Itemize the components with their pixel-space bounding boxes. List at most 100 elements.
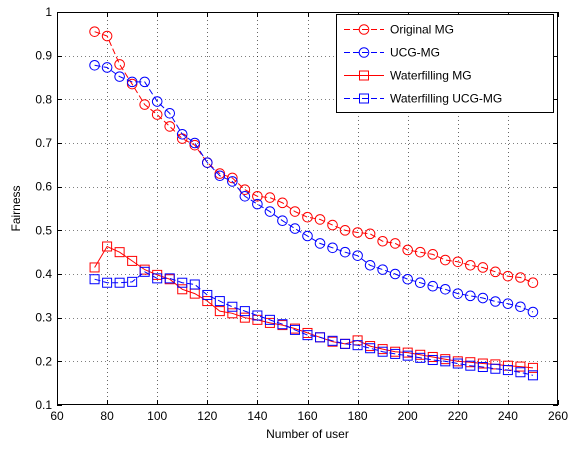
x-tick-label: 200 (398, 409, 418, 423)
data-point (440, 356, 451, 367)
y-tick-label: 0.7 (35, 136, 52, 150)
data-point (389, 238, 401, 249)
data-point (202, 157, 213, 168)
y-tick-label: 0.4 (35, 267, 52, 281)
data-point (89, 59, 100, 71)
data-point (177, 284, 188, 295)
data-point (502, 270, 514, 282)
data-point (152, 273, 163, 284)
data-point (527, 362, 538, 373)
data-point (515, 361, 526, 372)
data-point (314, 238, 326, 249)
data-point (127, 255, 138, 266)
data-point (264, 192, 276, 203)
data-point (339, 246, 351, 258)
data-point (127, 276, 138, 287)
data-point (490, 296, 501, 307)
data-point (314, 214, 326, 225)
data-point (239, 190, 251, 202)
data-point (352, 227, 363, 238)
data-point (264, 314, 275, 325)
x-tick-label: 120 (197, 409, 217, 423)
data-point (364, 228, 376, 240)
data-point (465, 259, 476, 271)
y-tick-label: 0.2 (35, 354, 52, 368)
data-point (289, 206, 301, 217)
legend-label: UCG-MG (390, 46, 440, 60)
data-point (164, 121, 176, 132)
data-point (214, 306, 225, 317)
data-point (402, 273, 414, 285)
data-point (289, 223, 301, 234)
data-point (490, 363, 501, 374)
data-point (327, 335, 338, 346)
x-tick-label: 100 (147, 409, 167, 423)
data-point (89, 262, 100, 273)
data-point (465, 290, 476, 302)
data-point (327, 219, 338, 231)
data-point (364, 259, 376, 271)
data-point (327, 242, 338, 254)
data-point (452, 358, 463, 369)
x-tick-label: 240 (498, 409, 518, 423)
data-point (490, 266, 501, 278)
data-point (389, 268, 401, 280)
y-tick-label: 0.9 (35, 49, 52, 63)
legend-box (336, 14, 554, 113)
data-point (89, 274, 100, 285)
data-point (502, 298, 514, 309)
data-point (114, 247, 125, 258)
data-point (189, 279, 200, 290)
series-ucg-mg (89, 59, 539, 318)
data-point (515, 367, 526, 378)
data-point (227, 172, 238, 184)
data-point (302, 230, 313, 242)
data-point (402, 350, 413, 361)
data-point (89, 26, 100, 37)
data-point (214, 170, 226, 182)
data-point (252, 310, 263, 321)
data-point (427, 249, 439, 260)
data-point (515, 301, 526, 313)
data-point (515, 272, 526, 283)
data-point (151, 109, 163, 120)
data-point (352, 250, 363, 261)
data-point (427, 355, 438, 366)
data-point (177, 277, 188, 288)
data-point (502, 365, 513, 376)
data-point (527, 370, 538, 381)
y-tick-label: 0.1 (35, 398, 52, 412)
legend-marker (358, 47, 370, 58)
data-point (340, 338, 351, 349)
data-point (477, 362, 488, 373)
data-point (239, 312, 250, 323)
x-tick-label: 140 (247, 409, 267, 423)
data-point (427, 280, 439, 292)
data-point (114, 71, 125, 82)
x-tick-label: 60 (50, 409, 64, 423)
series-line (94, 64, 534, 313)
data-point (377, 264, 388, 275)
x-tick-label: 220 (448, 409, 468, 423)
data-point (390, 348, 401, 359)
y-tick-label: 0.5 (35, 223, 52, 237)
data-point (277, 215, 288, 227)
series-layer (89, 26, 539, 381)
data-point (277, 319, 288, 330)
data-point (227, 176, 238, 187)
series-line (94, 245, 534, 369)
data-point (101, 62, 113, 73)
data-point (264, 206, 276, 217)
data-point (139, 266, 150, 277)
data-point (302, 330, 313, 341)
data-point (477, 262, 489, 273)
x-axis-label: Number of user (266, 427, 349, 441)
data-point (302, 211, 313, 223)
data-point (214, 296, 225, 307)
data-point (377, 346, 388, 357)
data-point (252, 190, 263, 202)
y-tick-label: 0.6 (35, 180, 52, 194)
y-tick-label: 0.8 (35, 92, 52, 106)
data-point (277, 197, 288, 209)
data-point (202, 296, 213, 307)
